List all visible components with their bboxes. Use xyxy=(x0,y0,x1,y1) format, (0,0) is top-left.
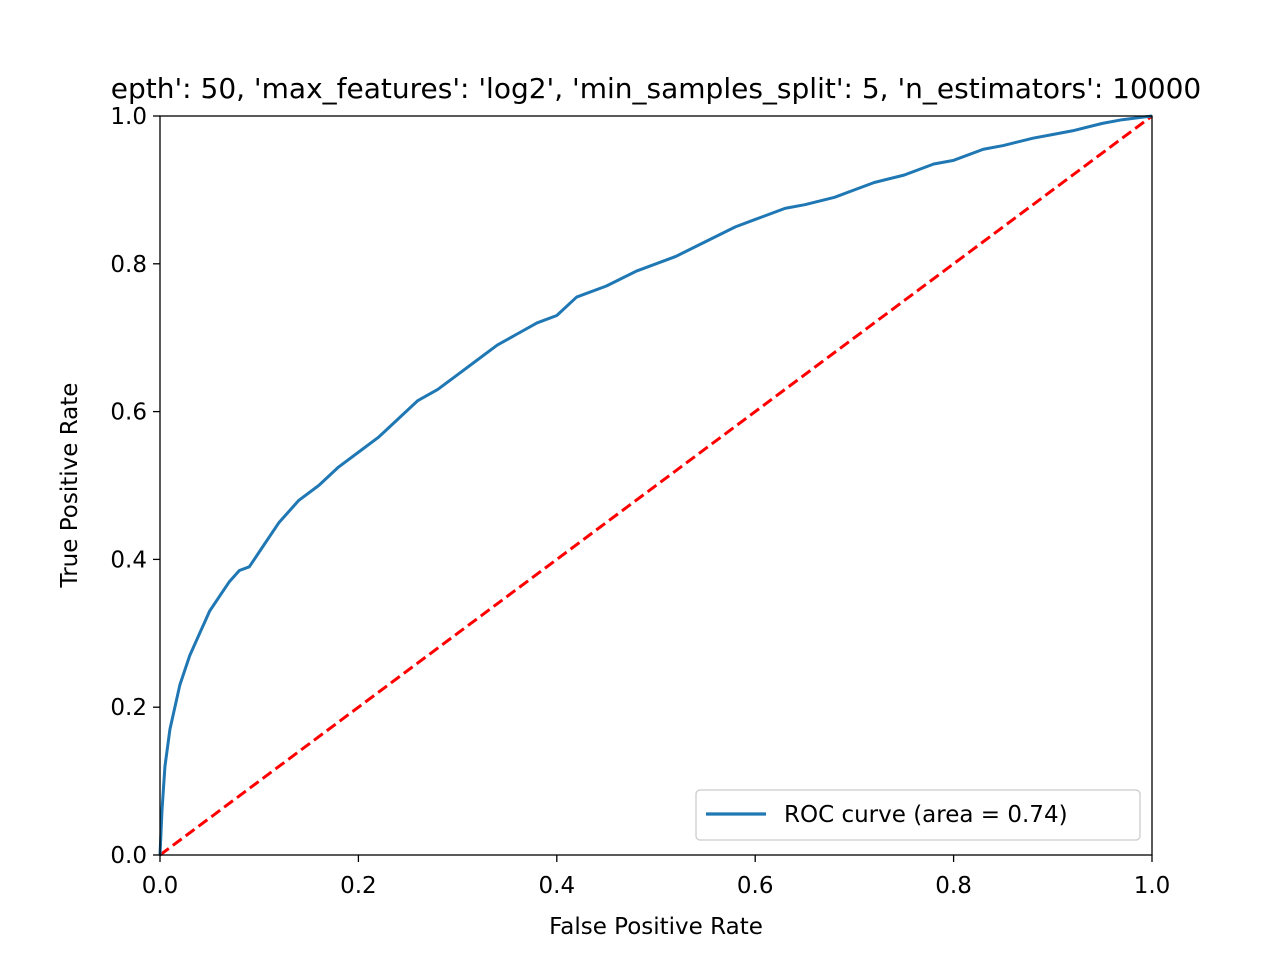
x-tick-label: 0.0 xyxy=(142,873,179,899)
series-layer xyxy=(158,114,1153,857)
x-tick-label: 0.6 xyxy=(737,873,774,899)
y-axis-ticks: 0.0 0.2 0.4 0.6 0.8 1.0 xyxy=(110,104,160,869)
x-tick-label: 1.0 xyxy=(1134,873,1171,899)
x-axis-label: False Positive Rate xyxy=(549,914,763,940)
y-tick-label: 0.0 xyxy=(110,843,147,869)
x-tick-label: 0.2 xyxy=(340,873,377,899)
legend: ROC curve (area = 0.74) xyxy=(695,789,1141,841)
y-tick-label: 0.2 xyxy=(110,695,147,721)
legend-box xyxy=(695,789,1141,841)
plot-frame xyxy=(159,115,1153,856)
y-tick-label: 1.0 xyxy=(110,104,147,130)
x-axis-ticks: 0.0 0.2 0.4 0.6 0.8 1.0 xyxy=(142,855,1171,899)
y-axis-label: True Positive Rate xyxy=(57,383,83,589)
diagonal-reference-line xyxy=(159,114,1153,857)
x-tick-label: 0.4 xyxy=(539,873,576,899)
chart-title: epth': 50, 'max_features': 'log2', 'min_… xyxy=(111,72,1201,105)
legend-label: ROC curve (area = 0.74) xyxy=(784,802,1068,828)
y-tick-label: 0.8 xyxy=(110,252,147,278)
roc-curve-line xyxy=(158,114,1153,856)
y-tick-label: 0.6 xyxy=(110,400,147,426)
x-tick-label: 0.8 xyxy=(935,873,972,899)
y-tick-label: 0.4 xyxy=(110,547,147,573)
